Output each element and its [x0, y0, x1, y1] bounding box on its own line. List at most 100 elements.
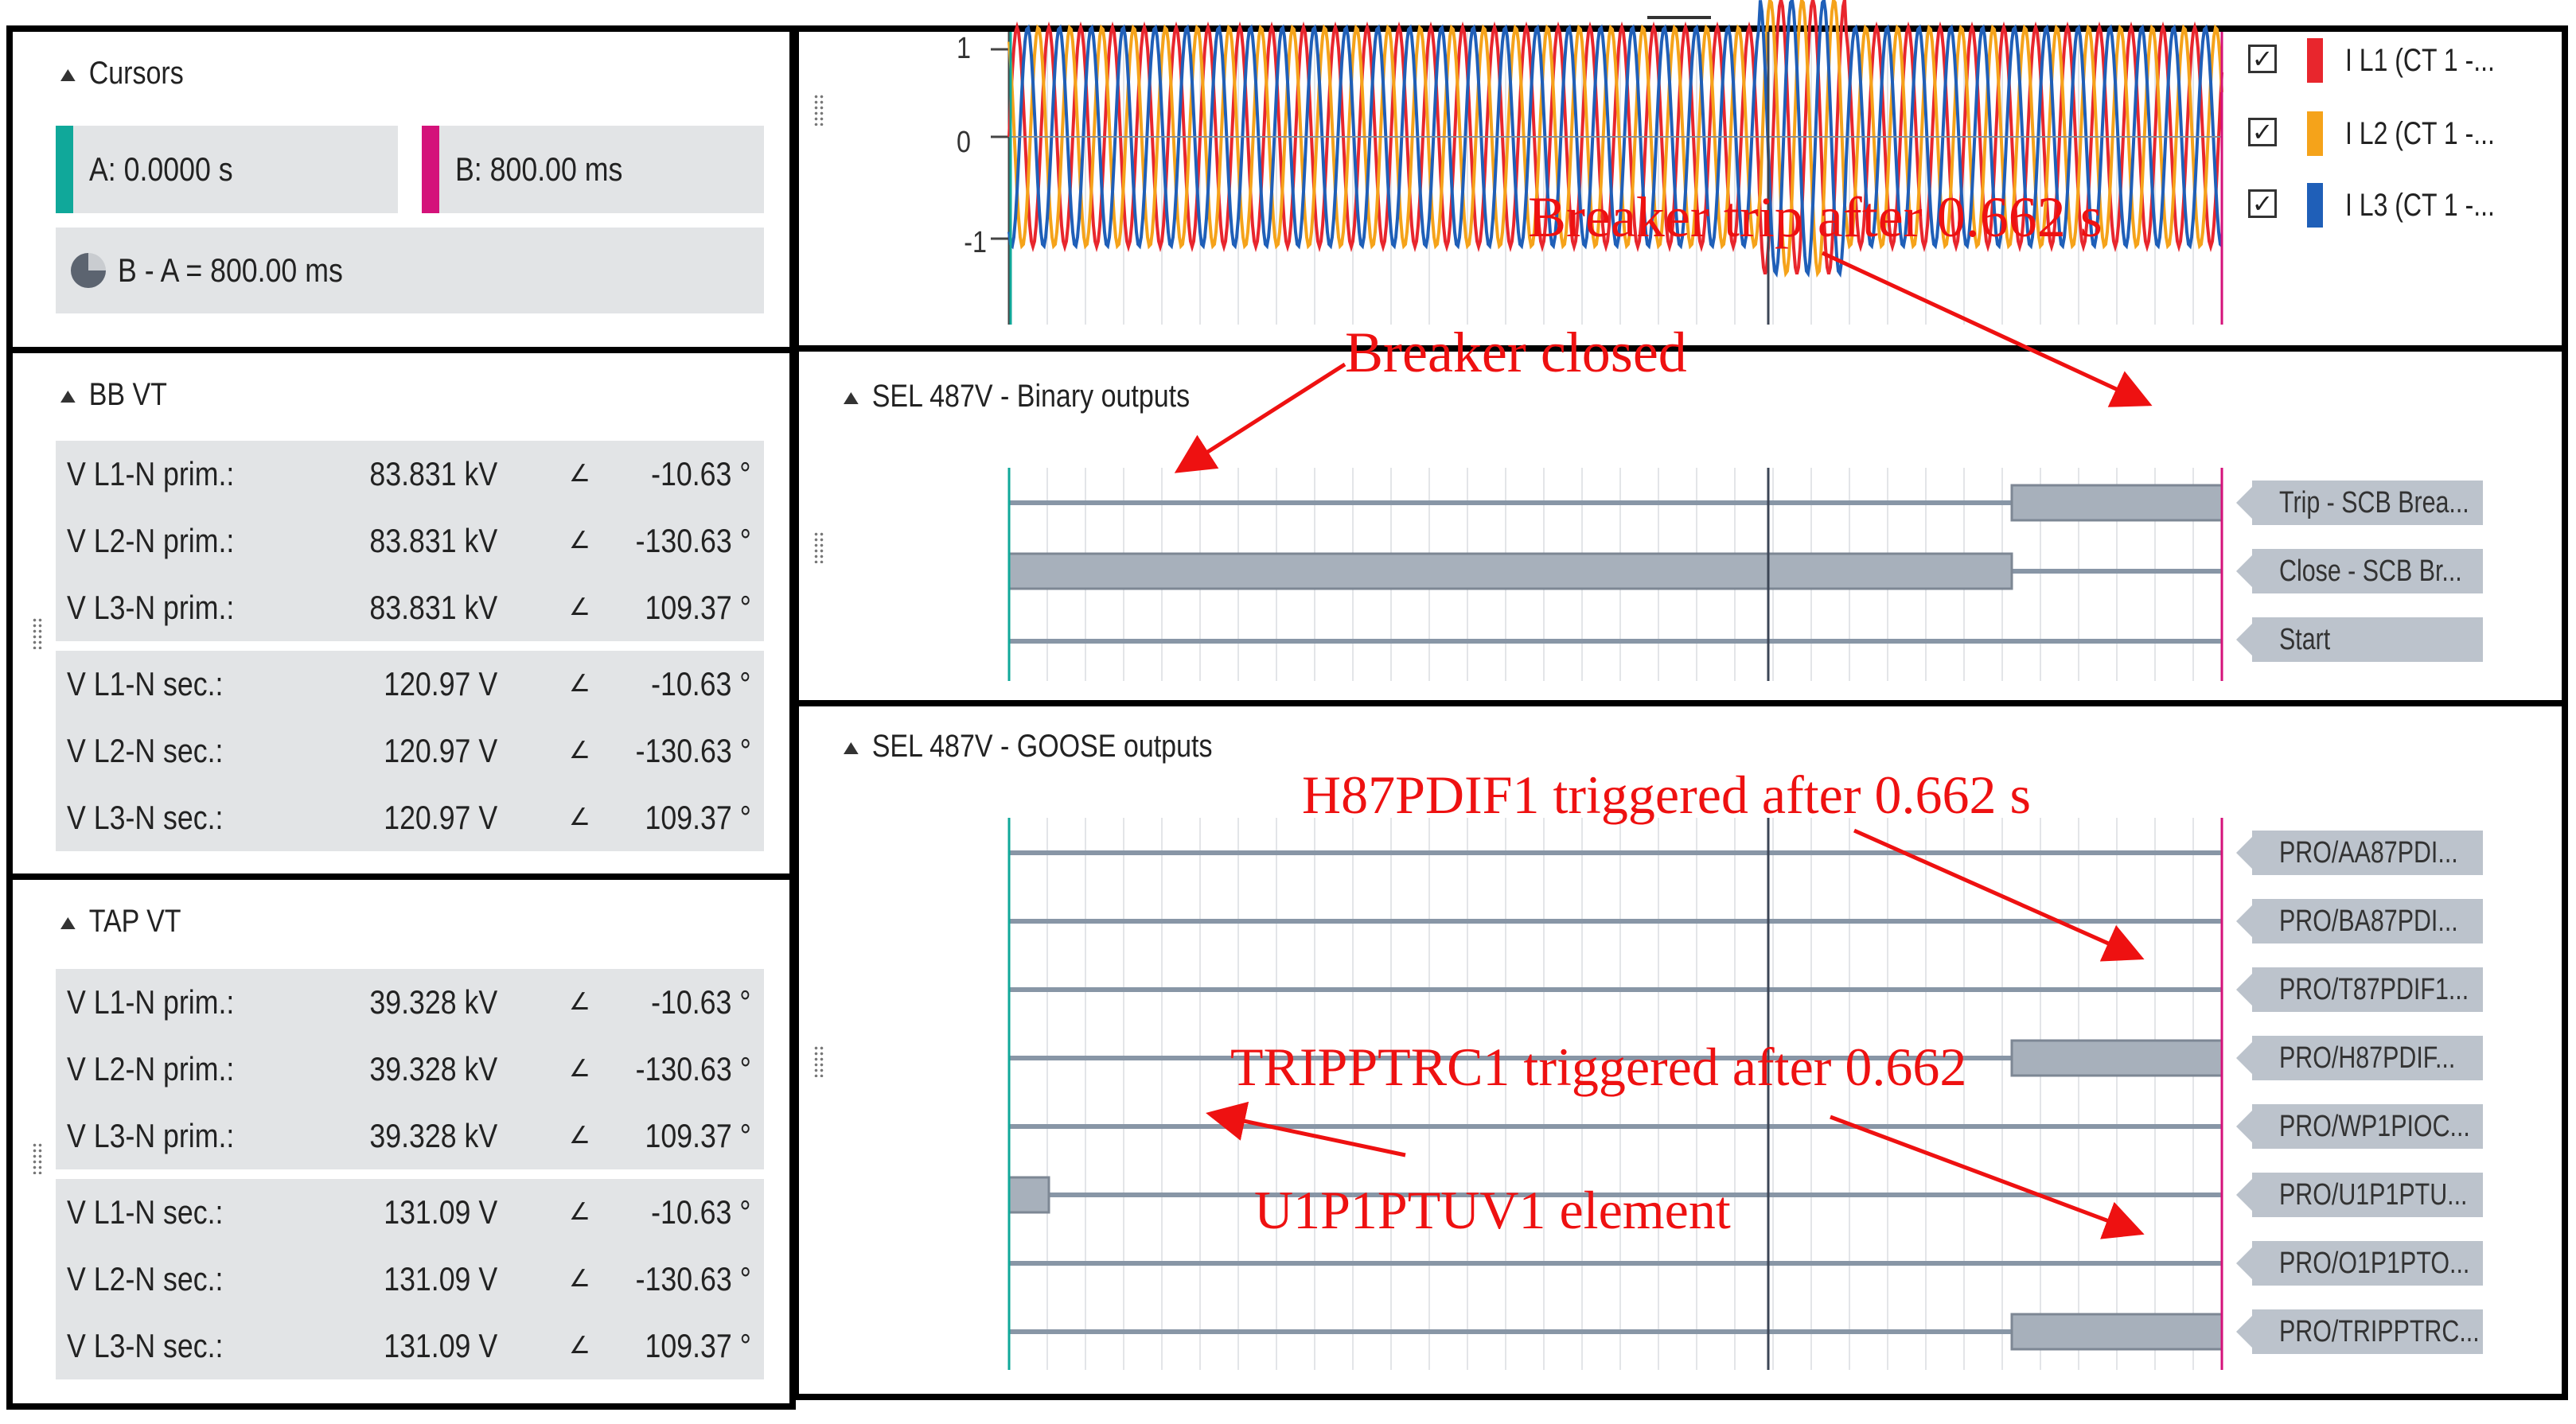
channel-label-trip[interactable]: Trip - SCB Brea...: [2236, 481, 2483, 525]
series-color-swatch: [2307, 111, 2323, 156]
annotation-h87: H87PDIF1 triggered after 0.662 s: [1302, 765, 2031, 825]
row-angle: 109.37 °: [645, 1327, 751, 1364]
bb-vt-title: BB VT: [88, 377, 167, 412]
value-row: V L1-N sec.: 131.09 V ∠ -10.63 °: [56, 1179, 764, 1246]
cursors-header[interactable]: Cursors: [60, 56, 184, 91]
row-angle: -10.63 °: [651, 455, 751, 492]
value-row: V L1-N sec.: 120.97 V ∠ -10.63 °: [56, 651, 764, 718]
row-angle: -130.63 °: [635, 1050, 751, 1087]
row-angle: -130.63 °: [635, 732, 751, 769]
annotation-u1p1: U1P1PTUV1 element: [1254, 1180, 1731, 1240]
cursor-b-field[interactable]: B: 800.00 ms: [422, 126, 764, 213]
collapse-caret-icon[interactable]: [60, 916, 76, 929]
row-angle: 109.37 °: [645, 799, 751, 836]
row-value: 39.328 kV: [369, 1050, 497, 1087]
channel-label-goose[interactable]: PRO/AA87PDI...: [2236, 831, 2483, 875]
wave-il1: [1007, 0, 2223, 274]
row-label: V L2-N prim.:: [67, 1050, 235, 1087]
binary-channel-high-state: [1007, 552, 2013, 590]
binary-outputs-title: SEL 487V - Binary outputs: [871, 379, 1191, 414]
drag-handle-icon[interactable]: [32, 1142, 43, 1174]
goose-channel-high-state: [1007, 1176, 1050, 1214]
row-value: 120.97 V: [384, 799, 497, 836]
row-label: V L3-N sec.:: [67, 799, 224, 836]
value-row: V L2-N prim.: 83.831 kV ∠ -130.63 °: [56, 508, 764, 574]
series-color-swatch: [2307, 38, 2323, 83]
bb-vt-secondary-block: V L1-N sec.: 120.97 V ∠ -10.63 ° V L2-N sec…: [56, 651, 764, 851]
drag-handle-icon[interactable]: [813, 531, 824, 563]
channel-label-start[interactable]: Start: [2236, 617, 2483, 662]
goose-channel-high-state: [2010, 1313, 2223, 1351]
goose-outputs-panel: [793, 700, 2568, 1400]
bb-vt-primary-block: V L1-N prim.: 83.831 kV ∠ -10.63 ° V L2-N p…: [56, 441, 764, 641]
row-label: V L1-N sec.:: [67, 1193, 224, 1231]
channel-label-goose[interactable]: PRO/T87PDIF1...: [2236, 967, 2483, 1012]
channel-label-close[interactable]: Close - SCB Br...: [2236, 549, 2483, 593]
channel-label-goose[interactable]: PRO/TRIPPTRC...: [2236, 1309, 2483, 1354]
row-label: V L1-N prim.:: [67, 455, 235, 492]
goose-outputs-header[interactable]: SEL 487V - GOOSE outputs: [844, 729, 1212, 765]
angle-icon: ∠: [569, 671, 590, 697]
row-label: V L2-N sec.:: [67, 1260, 224, 1298]
top-border-line: [6, 25, 2568, 32]
checkbox[interactable]: ✓: [2248, 45, 2277, 73]
row-angle: -10.63 °: [651, 1193, 751, 1231]
row-angle: 109.37 °: [645, 1117, 751, 1154]
value-row: V L3-N prim.: 39.328 kV ∠ 109.37 °: [56, 1103, 764, 1169]
value-row: V L2-N sec.: 131.09 V ∠ -130.63 °: [56, 1246, 764, 1313]
checkbox[interactable]: ✓: [2248, 189, 2277, 218]
window-splitter-mark: [1647, 16, 1711, 19]
channel-label-goose[interactable]: PRO/U1P1PTU...: [2236, 1173, 2483, 1217]
y-tick-label: -1: [964, 226, 987, 259]
drag-handle-icon[interactable]: [32, 617, 43, 649]
legend-label: I L1 (CT 1 -...: [2345, 43, 2495, 78]
row-label: V L3-N prim.:: [67, 589, 235, 626]
annotation-breaker-closed: Breaker closed: [1345, 321, 1687, 384]
channel-label-goose[interactable]: PRO/H87PDIF...: [2236, 1036, 2483, 1080]
collapse-caret-icon[interactable]: [844, 391, 859, 404]
channel-label-goose[interactable]: PRO/O1P1PTO...: [2236, 1241, 2483, 1286]
goose-outputs-title: SEL 487V - GOOSE outputs: [871, 729, 1213, 764]
row-value: 39.328 kV: [369, 1117, 497, 1154]
angle-icon: ∠: [569, 989, 590, 1015]
angle-icon: ∠: [569, 1199, 590, 1225]
row-value: 131.09 V: [384, 1327, 497, 1364]
drag-handle-icon[interactable]: [813, 94, 824, 126]
y-tick-label: 1: [957, 32, 971, 65]
row-value: 131.09 V: [384, 1193, 497, 1231]
collapse-caret-icon[interactable]: [60, 390, 76, 403]
row-value: 120.97 V: [384, 732, 497, 769]
value-row: V L1-N prim.: 39.328 kV ∠ -10.63 °: [56, 969, 764, 1036]
angle-icon: ∠: [569, 1056, 590, 1082]
legend-label: I L3 (CT 1 -...: [2345, 188, 2495, 223]
annotation-breaker-trip: Breaker trip after 0.662 s: [1528, 185, 2102, 249]
collapse-caret-icon[interactable]: [844, 741, 859, 754]
tap-vt-header[interactable]: TAP VT: [60, 904, 181, 940]
drag-handle-icon[interactable]: [813, 1045, 824, 1077]
collapse-caret-icon[interactable]: [60, 68, 76, 81]
value-row: V L2-N prim.: 39.328 kV ∠ -130.63 °: [56, 1036, 764, 1103]
row-angle: 109.37 °: [645, 589, 751, 626]
angle-icon: ∠: [569, 594, 590, 621]
cursor-a-value: A: 0.0000 s: [89, 150, 233, 188]
pie-clock-icon: [71, 253, 106, 288]
cursor-a-field[interactable]: A: 0.0000 s: [56, 126, 398, 213]
annotation-arrow: [1174, 362, 1346, 473]
row-value: 131.09 V: [384, 1260, 497, 1298]
row-angle: -10.63 °: [651, 983, 751, 1021]
annotation-arrow: [1206, 1101, 1406, 1157]
cursor-diff-value: B - A = 800.00 ms: [118, 251, 343, 289]
row-label: V L3-N prim.:: [67, 1117, 235, 1154]
value-row: V L2-N sec.: 120.97 V ∠ -130.63 °: [56, 718, 764, 784]
cursor-b-color-bar: [422, 126, 439, 213]
bb-vt-header[interactable]: BB VT: [60, 377, 167, 413]
channel-label-goose[interactable]: PRO/WP1PIOC...: [2236, 1104, 2483, 1149]
row-label: V L1-N prim.:: [67, 983, 235, 1021]
channel-label-goose[interactable]: PRO/BA87PDI...: [2236, 899, 2483, 943]
binary-outputs-header[interactable]: SEL 487V - Binary outputs: [844, 379, 1190, 414]
checkbox[interactable]: ✓: [2248, 118, 2277, 146]
value-row: V L3-N prim.: 83.831 kV ∠ 109.37 °: [56, 574, 764, 641]
angle-icon: ∠: [569, 1333, 590, 1359]
wave-il3: [1007, 0, 2223, 278]
